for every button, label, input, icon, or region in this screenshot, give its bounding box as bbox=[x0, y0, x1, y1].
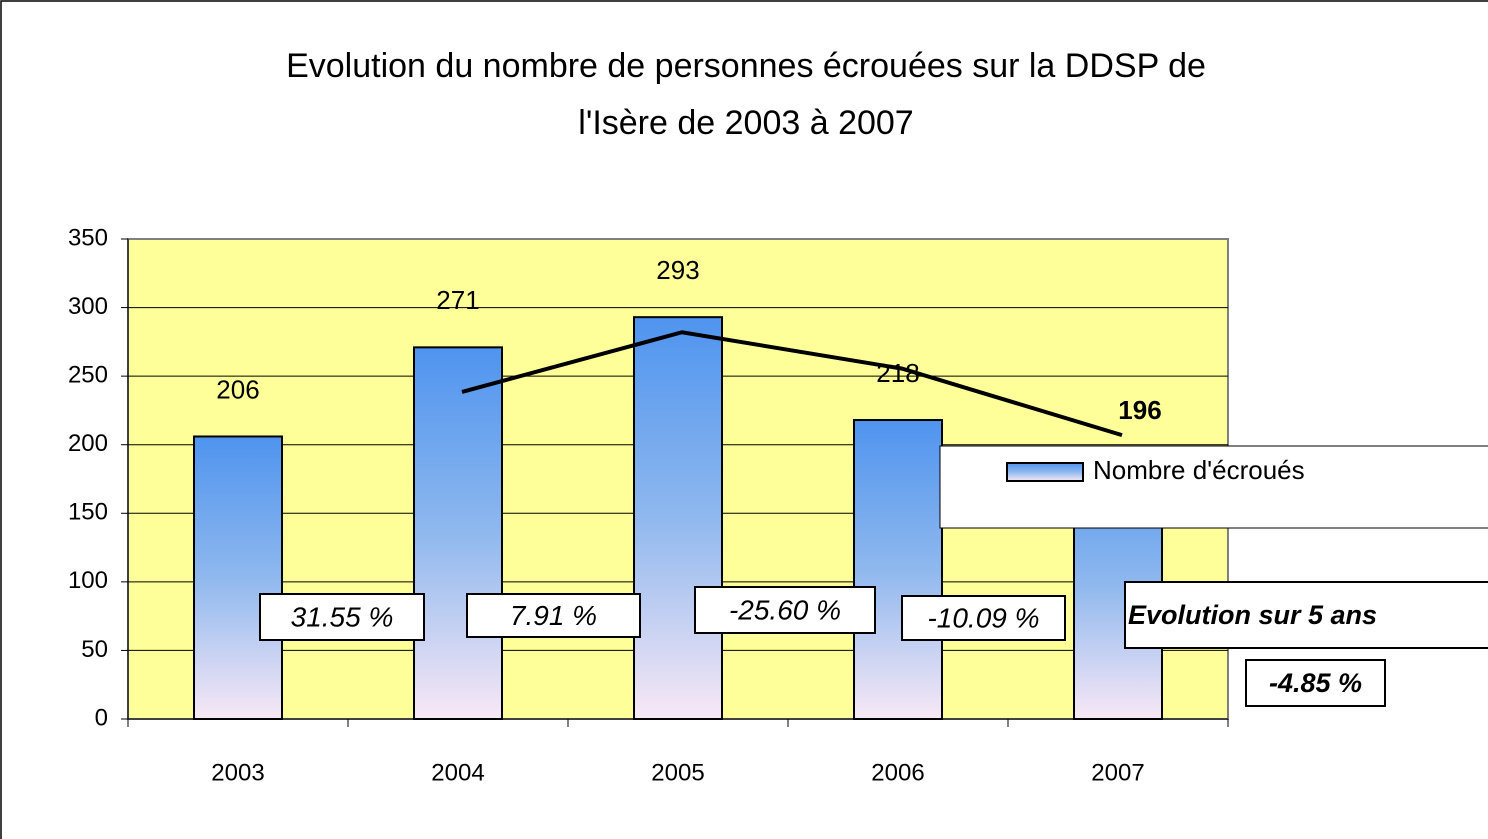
x-tick-label: 2003 bbox=[211, 759, 264, 786]
annotation: -4.85 % bbox=[1269, 668, 1362, 698]
bar bbox=[633, 316, 723, 720]
x-tick-label: 2007 bbox=[1091, 759, 1144, 786]
y-tick-label: 100 bbox=[68, 567, 108, 594]
annotation-box bbox=[259, 593, 425, 641]
x-tick-label: 2004 bbox=[431, 759, 484, 786]
bar bbox=[413, 346, 503, 720]
x-tick-label: 2005 bbox=[651, 759, 704, 786]
annotation-box bbox=[694, 586, 876, 634]
legend-swatch bbox=[1006, 462, 1084, 482]
data-label: 271 bbox=[436, 285, 479, 315]
y-tick-label: 150 bbox=[68, 499, 108, 526]
annotation-box bbox=[1245, 659, 1386, 707]
y-tick-label: 200 bbox=[68, 430, 108, 457]
bar bbox=[193, 435, 283, 720]
x-tick-label: 2006 bbox=[871, 759, 924, 786]
y-tick-label: 0 bbox=[95, 704, 108, 731]
annotation: Evolution sur 5 ans bbox=[1128, 600, 1377, 630]
annotation-box bbox=[901, 595, 1066, 641]
legend bbox=[939, 445, 1488, 529]
annotation: -10.09 % bbox=[927, 602, 1039, 633]
y-tick-label: 250 bbox=[68, 361, 108, 388]
annotation: 31.55 % bbox=[291, 601, 394, 632]
legend-label: Nombre d'écroués bbox=[1093, 455, 1305, 485]
annotation: 7.91 % bbox=[510, 600, 597, 631]
annotation: -25.60 % bbox=[729, 594, 841, 625]
data-label: 196 bbox=[1118, 395, 1161, 425]
y-tick-label: 50 bbox=[81, 636, 108, 663]
data-label: 206 bbox=[216, 374, 259, 404]
y-tick-label: 350 bbox=[68, 224, 108, 251]
bar bbox=[853, 419, 943, 720]
trend-line bbox=[461, 330, 1123, 438]
annotation-box bbox=[466, 593, 641, 638]
chart-title: Evolution du nombre de personnes écrouée… bbox=[286, 47, 1206, 85]
chart-title: l'Isère de 2003 à 2007 bbox=[578, 104, 913, 142]
data-label: 293 bbox=[656, 255, 699, 285]
annotation-box bbox=[1124, 581, 1488, 649]
y-tick-label: 300 bbox=[68, 293, 108, 320]
